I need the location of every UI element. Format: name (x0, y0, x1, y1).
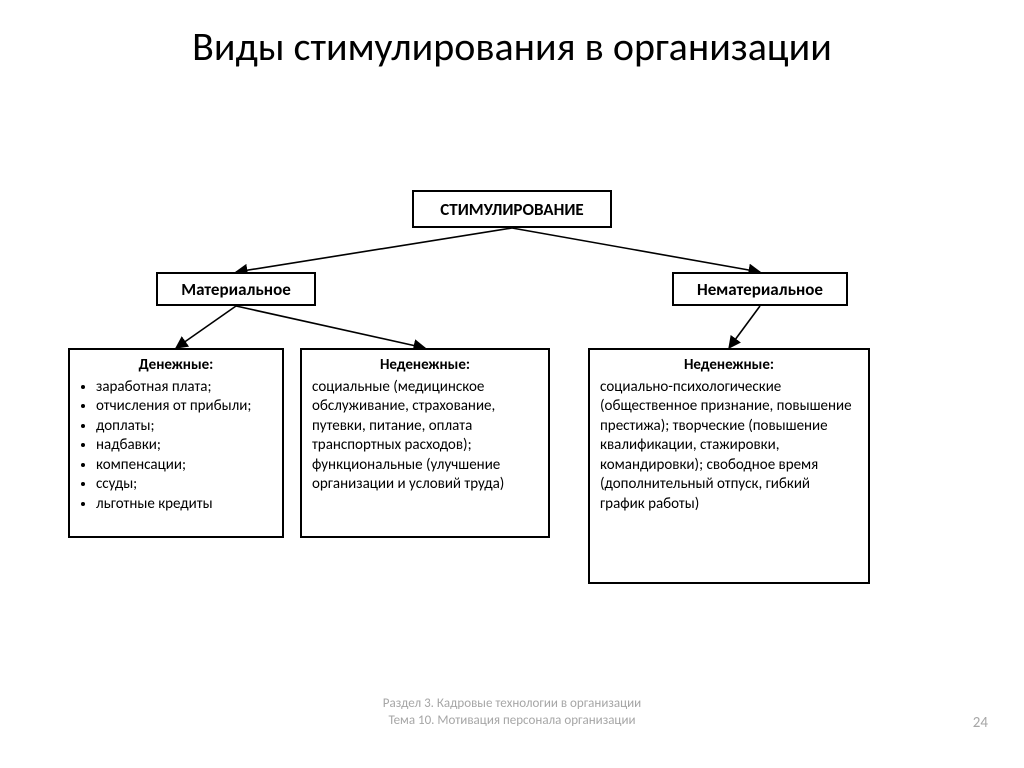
detail-nm-im-body: социально-психологические (общественное … (600, 378, 858, 515)
detail-nm-mat-header: Неденежные: (312, 356, 538, 376)
edge (176, 306, 236, 348)
node-root: СТИМУЛИРОВАНИЕ (412, 190, 612, 228)
footer-line-1: Раздел 3. Кадровые технологии в организа… (0, 696, 1024, 713)
node-immaterial: Нематериальное (672, 272, 848, 306)
detail-nonmonetary-material: Неденежные: социальные (медицинское обсл… (300, 348, 550, 538)
page-number: 24 (973, 714, 988, 732)
node-immaterial-label: Нематериальное (697, 279, 823, 300)
node-material-label: Материальное (181, 279, 291, 300)
bullet-item: компенсации; (96, 456, 272, 476)
edge (512, 228, 760, 272)
detail-monetary: Денежные: заработная плата;отчисления от… (68, 348, 284, 538)
slide-title: Виды стимулирования в организации (0, 24, 1024, 70)
bullet-item: надбавки; (96, 436, 272, 456)
edge (236, 306, 425, 348)
edge (236, 228, 512, 272)
slide: Виды стимулирования в организации СТИМУЛ… (0, 0, 1024, 768)
bullet-item: льготные кредиты (96, 495, 272, 515)
bullet-item: доплаты; (96, 417, 272, 437)
bullet-item: заработная плата; (96, 378, 272, 398)
node-material: Материальное (156, 272, 316, 306)
bullet-item: отчисления от прибыли; (96, 397, 272, 417)
detail-nm-mat-body: социальные (медицинское обслуживание, ст… (312, 378, 538, 495)
detail-monetary-list: заработная плата;отчисления от прибыли;д… (80, 378, 272, 515)
detail-nm-im-header: Неденежные: (600, 356, 858, 376)
edge (729, 306, 760, 348)
footer: Раздел 3. Кадровые технологии в организа… (0, 696, 1024, 730)
detail-monetary-header: Денежные: (80, 356, 272, 376)
bullet-item: ссуды; (96, 475, 272, 495)
node-root-label: СТИМУЛИРОВАНИЕ (440, 199, 583, 220)
footer-line-2: Тема 10. Мотивация персонала организации (0, 713, 1024, 730)
detail-nonmonetary-immaterial: Неденежные: социально-психологические (о… (588, 348, 870, 584)
